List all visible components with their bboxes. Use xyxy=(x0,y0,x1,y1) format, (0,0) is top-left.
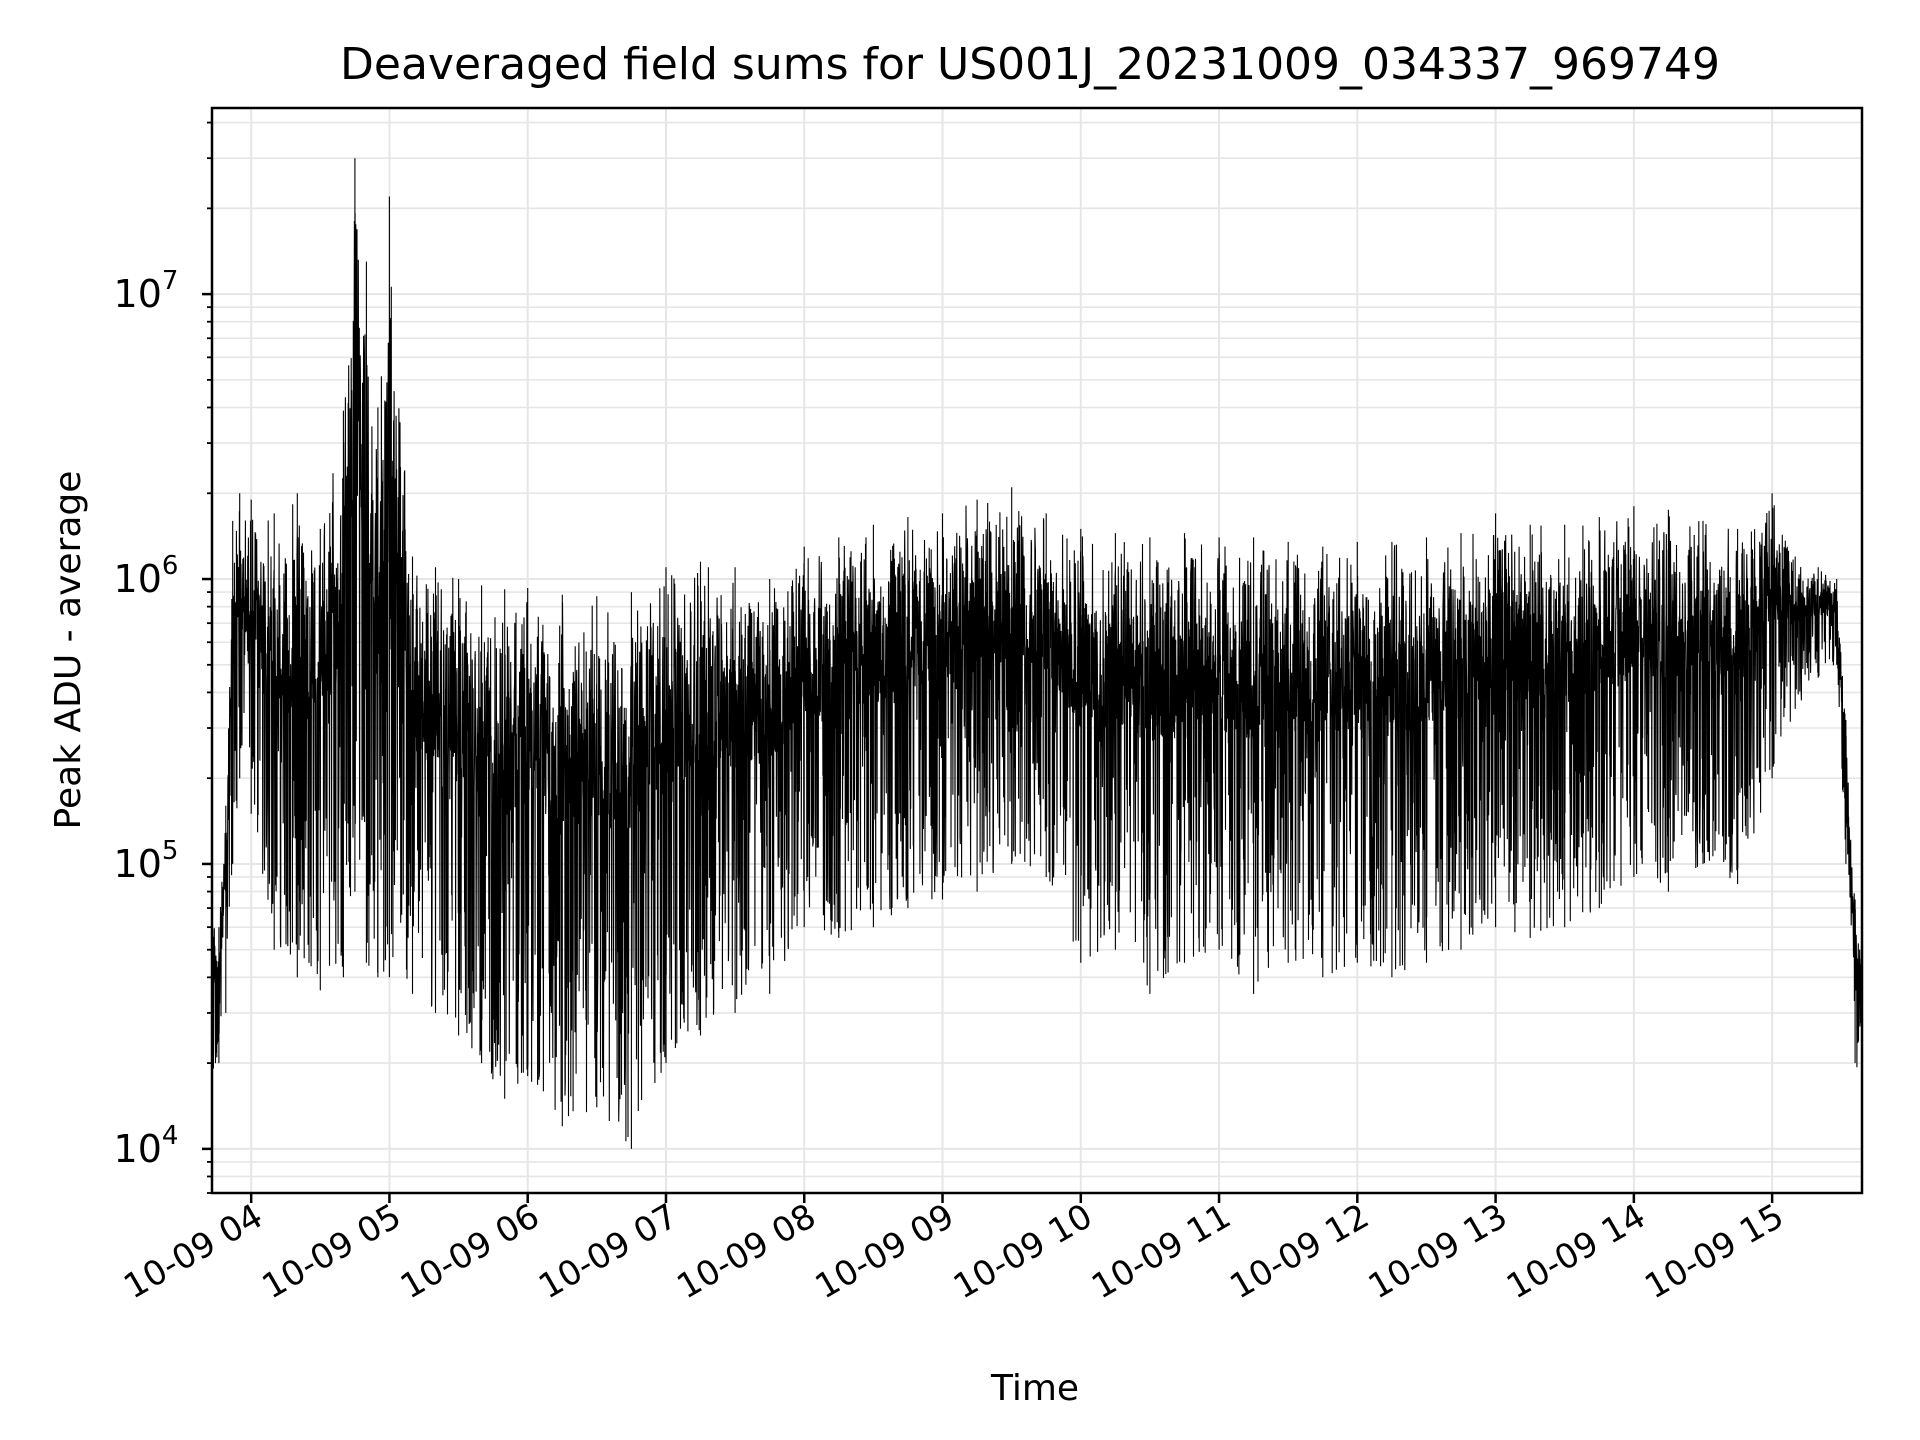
y-tick-base: 10 xyxy=(114,842,162,886)
y-tick-exponent: 7 xyxy=(162,266,179,296)
series-line xyxy=(212,158,1862,1149)
y-tick-label: 106 xyxy=(114,551,179,601)
y-axis-label: Peak ADU - average xyxy=(48,471,89,830)
y-tick-base: 10 xyxy=(114,272,162,316)
y-tick-exponent: 5 xyxy=(162,836,179,866)
y-tick-exponent: 6 xyxy=(162,551,179,581)
y-tick-base: 10 xyxy=(114,557,162,601)
y-tick-label: 105 xyxy=(114,836,179,886)
y-tick-label: 107 xyxy=(114,266,179,316)
y-tick-label: 104 xyxy=(114,1121,179,1171)
y-tick-base: 10 xyxy=(114,1127,162,1171)
plot-frame xyxy=(210,106,1864,1195)
chart-title: Deaveraged field sums for US001J_2023100… xyxy=(340,39,1720,90)
x-axis-label: Time xyxy=(990,1368,1079,1409)
series-layer xyxy=(212,158,1862,1149)
y-tick-exponent: 4 xyxy=(162,1121,179,1151)
